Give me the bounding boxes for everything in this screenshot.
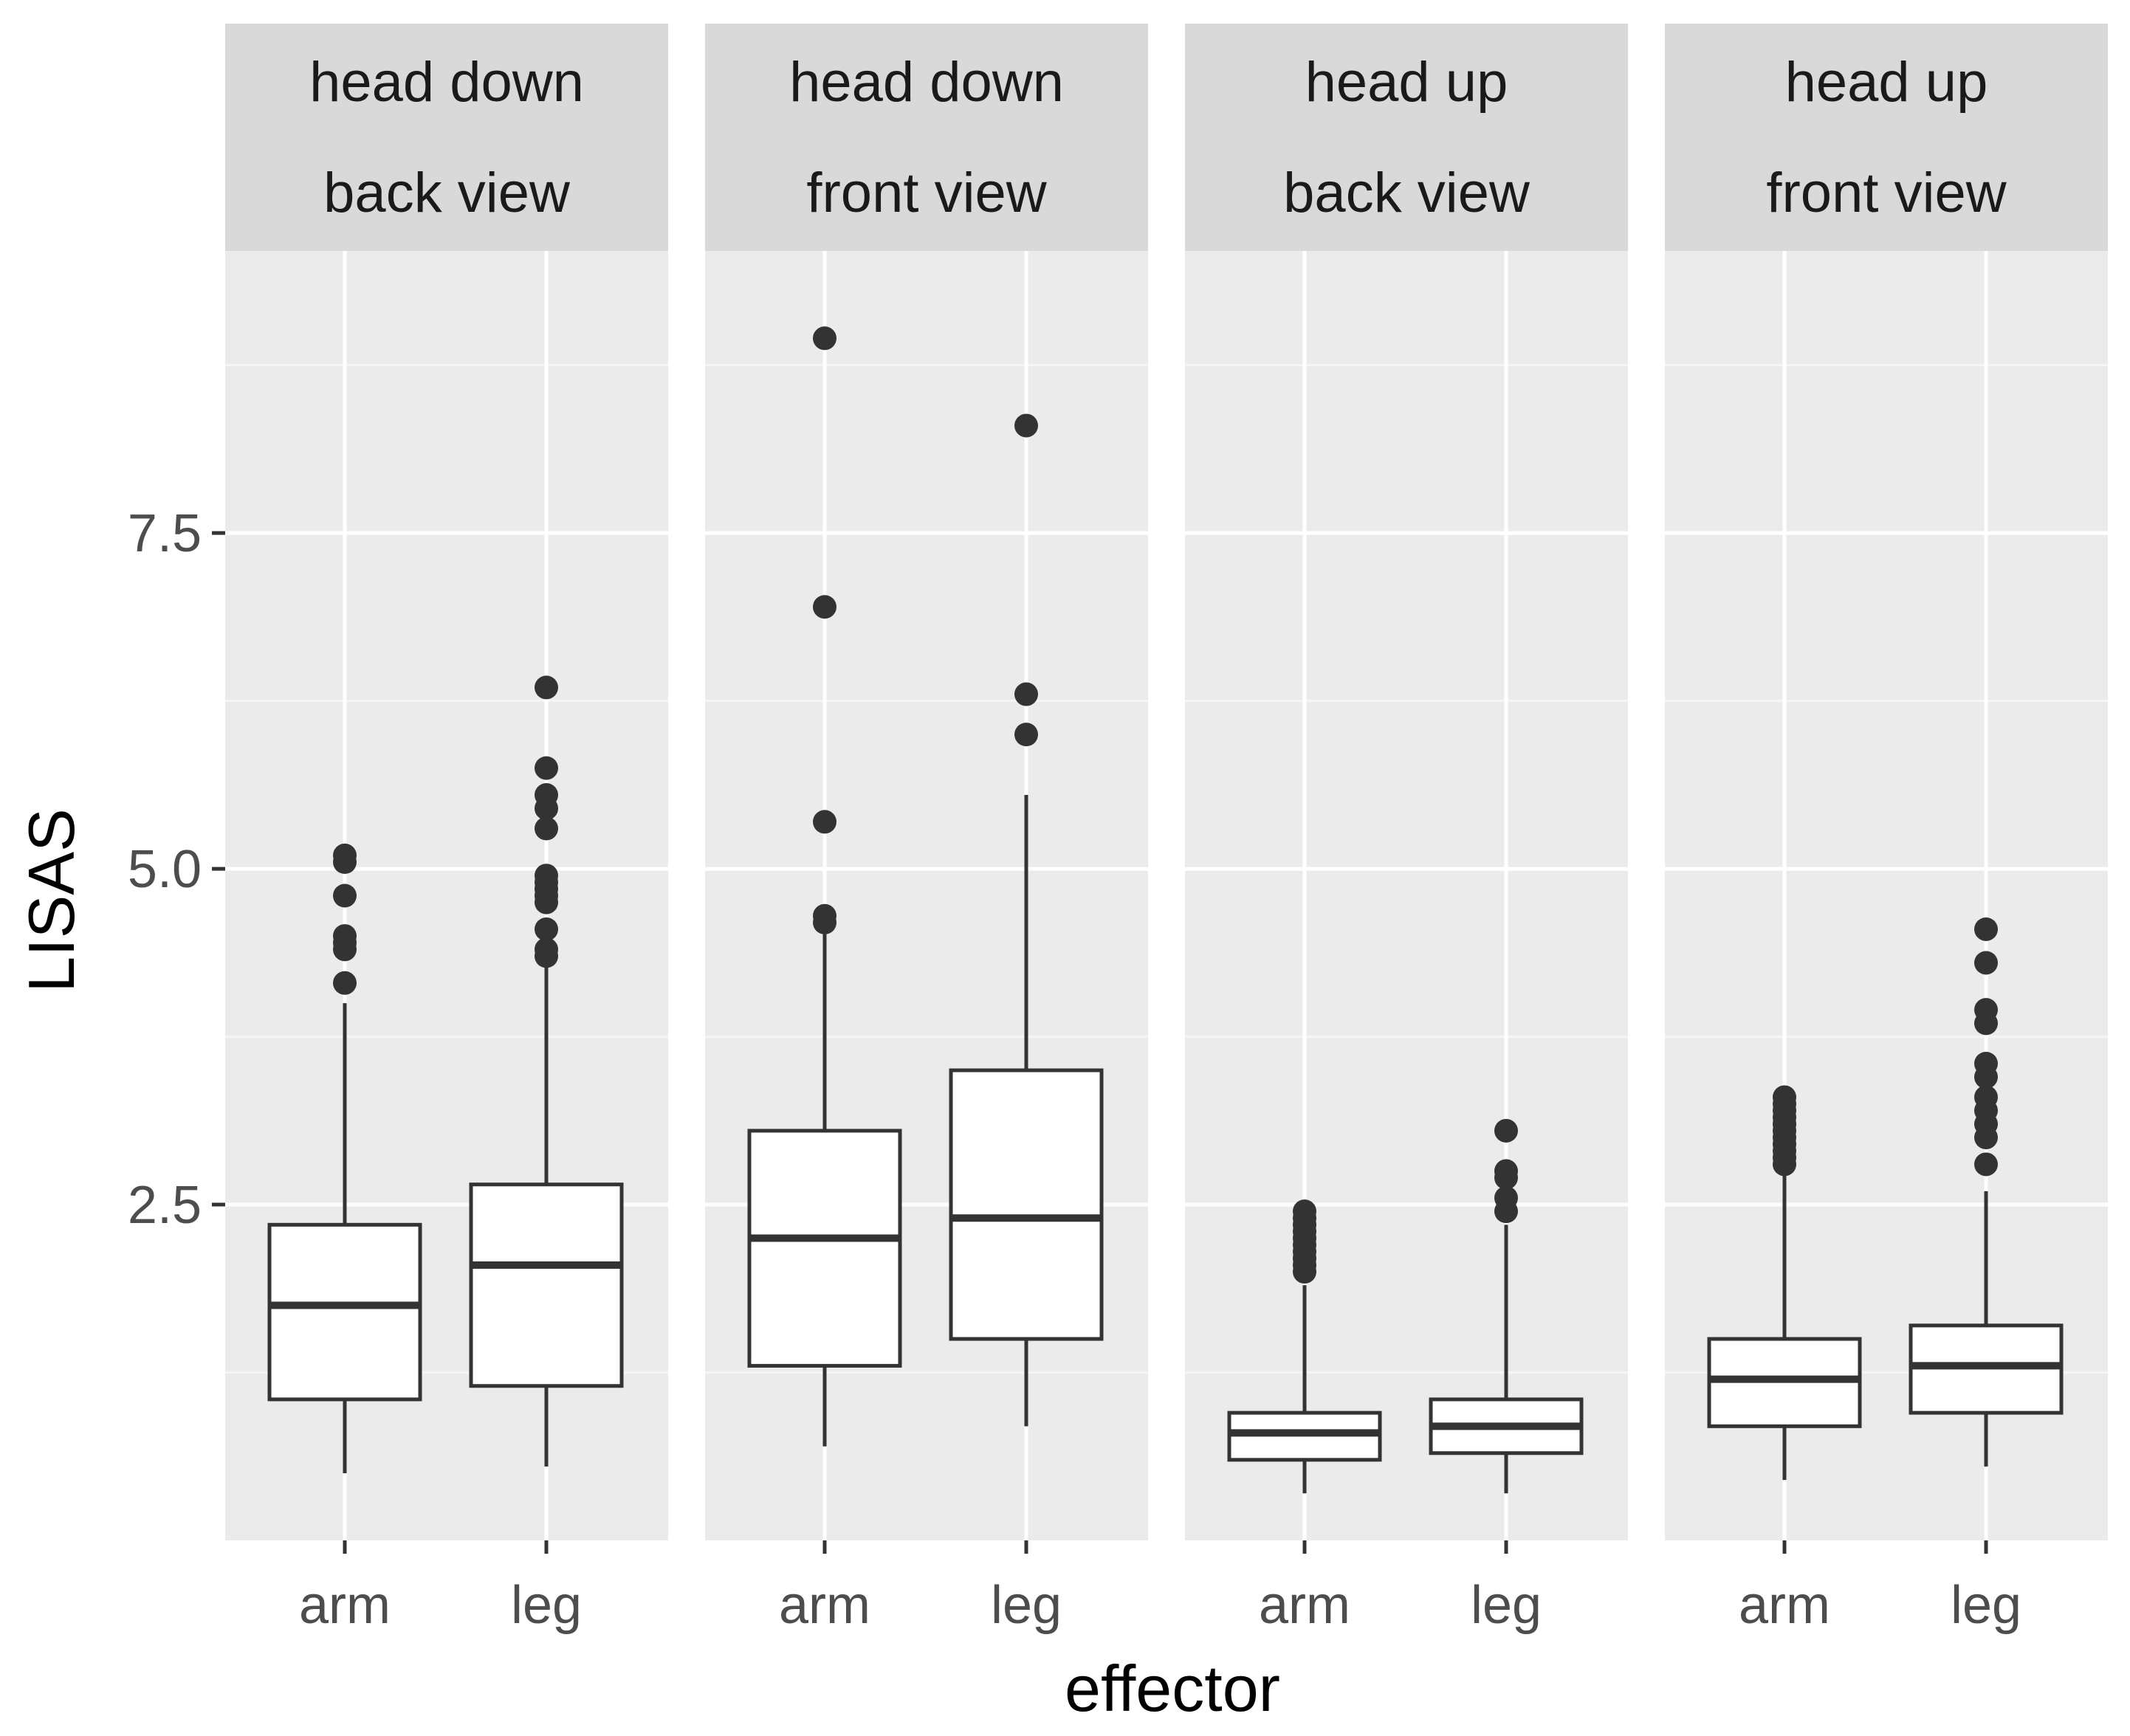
iqr-box xyxy=(267,1222,422,1402)
x-tick-label: arm xyxy=(1259,1576,1350,1635)
facet-strip-label: front view xyxy=(1766,162,2007,224)
outlier-point xyxy=(1974,1152,1998,1177)
x-tick-label: leg xyxy=(1951,1576,2021,1635)
outlier-point xyxy=(535,917,558,941)
box-leg xyxy=(1429,1118,1584,1494)
outlier-point xyxy=(1494,1118,1518,1143)
facet-strip-label: back view xyxy=(323,162,571,224)
facet-panel: head up front view arm leg xyxy=(1665,24,2108,1635)
x-tick-label: leg xyxy=(1471,1576,1542,1635)
facet-strip xyxy=(1185,24,1628,251)
facet-strip xyxy=(1665,24,2108,251)
y-tick-label: 7.5 xyxy=(128,504,202,563)
outlier-point xyxy=(535,944,558,968)
outlier-point xyxy=(1494,1199,1518,1224)
outlier-point xyxy=(1014,682,1038,706)
outlier-point xyxy=(535,890,558,914)
box-arm xyxy=(1227,1199,1382,1494)
outlier-point xyxy=(535,675,558,700)
facet-strip-label: head down xyxy=(309,51,584,114)
facet-strip-label: head up xyxy=(1305,51,1508,114)
box-arm xyxy=(1707,1085,1862,1481)
outlier-point xyxy=(813,810,836,834)
y-tick-label: 2.5 xyxy=(128,1176,202,1235)
facet-strip xyxy=(225,24,668,251)
outlier-point xyxy=(1494,1165,1518,1190)
iqr-box xyxy=(949,1068,1104,1341)
outlier-point xyxy=(333,850,357,875)
facet-panels: head down back view arm leg head down front v… xyxy=(225,24,2108,1635)
outlier-point xyxy=(1974,917,1998,941)
facet-strip-label: back view xyxy=(1283,162,1530,224)
outlier-point xyxy=(1014,723,1038,747)
panel-background xyxy=(1185,251,1628,1540)
facet-strip xyxy=(705,24,1148,251)
outlier-point xyxy=(535,816,558,841)
outlier-point xyxy=(1293,1260,1316,1284)
iqr-box xyxy=(469,1182,624,1388)
x-tick-label: arm xyxy=(299,1576,391,1635)
outlier-point xyxy=(813,910,836,934)
box-arm xyxy=(267,843,422,1474)
outlier-point xyxy=(1974,1065,1998,1089)
facet-strip-label: head up xyxy=(1785,51,1988,114)
x-tick-label: leg xyxy=(511,1576,582,1635)
y-axis: 2.5 5.0 7.5 xyxy=(128,504,225,1235)
outlier-point xyxy=(813,595,836,619)
outlier-point xyxy=(1974,1126,1998,1150)
box-leg xyxy=(469,675,624,1467)
outlier-point xyxy=(535,796,558,821)
x-tick-label: leg xyxy=(991,1576,1062,1635)
box-arm xyxy=(747,326,902,1447)
box-leg xyxy=(1909,917,2064,1467)
iqr-box xyxy=(747,1129,902,1368)
x-tick-label: arm xyxy=(779,1576,870,1635)
facet-panel: head down front view arm leg xyxy=(705,24,1148,1635)
facet-strip-label: head down xyxy=(789,51,1064,114)
facet-strip-label: front view xyxy=(806,162,1047,224)
box-leg xyxy=(949,413,1104,1427)
y-axis-title: LISAS xyxy=(15,808,88,992)
outlier-point xyxy=(1014,413,1038,438)
facet-panel: head down back view arm leg xyxy=(225,24,668,1635)
outlier-point xyxy=(813,326,836,351)
outlier-point xyxy=(535,756,558,780)
x-axis-title: effector xyxy=(1065,1652,1280,1725)
outlier-point xyxy=(333,971,357,995)
outlier-point xyxy=(333,937,357,962)
y-tick-label: 5.0 xyxy=(128,840,202,899)
facet-panel: head up back view arm leg xyxy=(1185,24,1628,1635)
x-tick-label: arm xyxy=(1739,1576,1830,1635)
outlier-point xyxy=(1974,1011,1998,1036)
outlier-point xyxy=(333,884,357,908)
outlier-point xyxy=(1974,951,1998,975)
outlier-point xyxy=(1773,1152,1796,1177)
